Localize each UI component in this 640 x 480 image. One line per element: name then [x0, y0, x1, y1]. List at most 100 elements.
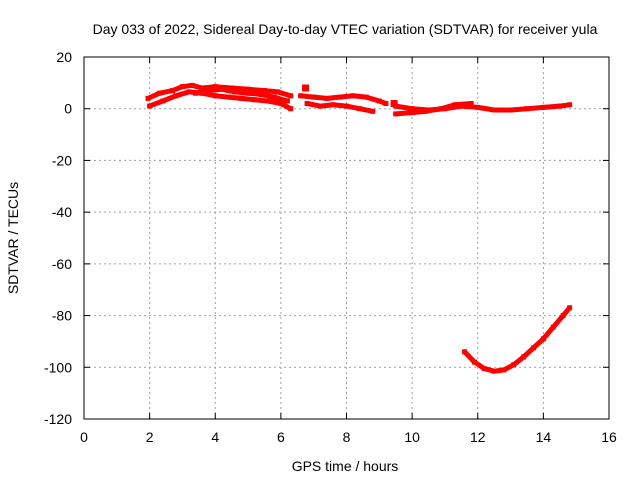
data-point — [212, 93, 218, 99]
data-point — [567, 305, 573, 311]
series-line-track-e — [304, 101, 376, 114]
data-point — [531, 345, 536, 351]
data-point — [324, 95, 330, 101]
data-point — [524, 106, 530, 112]
x-tick-label: 2 — [146, 429, 154, 445]
data-point — [317, 103, 323, 109]
data-point — [219, 86, 225, 92]
y-tick-label: -100 — [44, 359, 72, 375]
data-point — [370, 108, 376, 114]
data-point — [383, 101, 389, 106]
data-point — [350, 93, 356, 99]
data-point — [225, 94, 231, 100]
data-point — [475, 104, 481, 110]
data-point — [550, 324, 556, 330]
data-point — [540, 336, 546, 342]
x-tick-label: 8 — [343, 429, 351, 445]
x-tick-label: 4 — [211, 429, 219, 445]
y-tick-labels: 20 0 -20 -40 -60 -80 -100 -120 — [44, 49, 72, 427]
x-tick-label: 16 — [601, 429, 617, 445]
y-axis-label: SDTVAR / TECUs — [5, 182, 21, 294]
data-point — [481, 366, 487, 372]
data-point — [252, 97, 258, 103]
y-tick-label: -60 — [52, 256, 72, 272]
data-point — [193, 90, 199, 96]
data-point — [298, 93, 304, 99]
y-tick-label: 0 — [64, 101, 72, 117]
data-point — [186, 89, 192, 95]
data-series — [145, 82, 573, 374]
data-point — [265, 98, 271, 104]
data-point — [199, 85, 205, 91]
x-tick-label: 10 — [404, 429, 420, 445]
data-point — [422, 108, 428, 114]
data-point — [393, 111, 399, 117]
data-point — [145, 95, 151, 101]
data-point — [157, 90, 162, 96]
data-point — [304, 101, 310, 106]
data-point — [472, 359, 477, 365]
x-tick-label: 0 — [80, 429, 88, 445]
data-point — [206, 88, 212, 94]
x-axis-label: GPS time / hours — [292, 458, 399, 474]
data-point — [560, 313, 566, 319]
data-point — [245, 90, 251, 96]
data-point — [189, 82, 195, 88]
data-point — [258, 92, 264, 97]
data-point — [173, 93, 179, 99]
data-point — [540, 104, 546, 110]
data-point — [284, 98, 290, 104]
data-point — [468, 101, 474, 106]
data-point — [501, 367, 507, 373]
data-point — [288, 93, 294, 99]
data-point — [278, 101, 284, 106]
data-point — [567, 102, 573, 108]
data-point — [288, 106, 294, 112]
data-point — [302, 84, 309, 92]
x-tick-label: 12 — [470, 429, 486, 445]
y-tick-label: -20 — [52, 152, 72, 168]
y-tick-label: -40 — [52, 204, 72, 220]
data-point — [521, 354, 527, 360]
data-point — [147, 103, 153, 109]
x-tick-label: 6 — [277, 429, 285, 445]
series-line-track-g — [393, 101, 474, 117]
data-point — [462, 349, 468, 355]
data-point — [239, 95, 244, 101]
data-point — [409, 110, 415, 116]
chart-title: Day 033 of 2022, Sidereal Day-to-day VTE… — [93, 21, 598, 37]
data-point — [170, 88, 176, 94]
data-point — [271, 94, 277, 100]
data-point — [275, 89, 281, 95]
data-point — [229, 85, 235, 91]
data-point — [232, 89, 238, 95]
data-point — [160, 98, 166, 104]
data-point — [262, 88, 267, 94]
data-point — [376, 98, 382, 104]
y-tick-label: -80 — [52, 308, 72, 324]
data-point — [330, 102, 336, 108]
data-point — [508, 107, 514, 113]
data-point — [390, 100, 398, 107]
grid-lines — [84, 57, 609, 419]
data-point — [439, 106, 445, 112]
x-tick-labels: 0 2 4 6 8 10 12 14 16 — [80, 429, 617, 445]
data-point — [363, 94, 369, 100]
data-point — [452, 102, 458, 108]
axis-ticks — [83, 56, 610, 420]
data-point — [344, 103, 349, 109]
data-point — [311, 94, 317, 100]
y-tick-label: -120 — [44, 411, 72, 427]
data-point — [212, 84, 218, 90]
series-line-track-h — [462, 305, 573, 374]
data-point — [557, 103, 563, 109]
data-point — [491, 368, 497, 374]
data-point — [491, 107, 497, 113]
data-point — [245, 86, 251, 92]
y-tick-label: 20 — [56, 49, 72, 65]
data-point — [357, 106, 363, 112]
x-tick-label: 14 — [536, 429, 552, 445]
data-point — [511, 362, 517, 368]
data-point — [409, 106, 415, 112]
